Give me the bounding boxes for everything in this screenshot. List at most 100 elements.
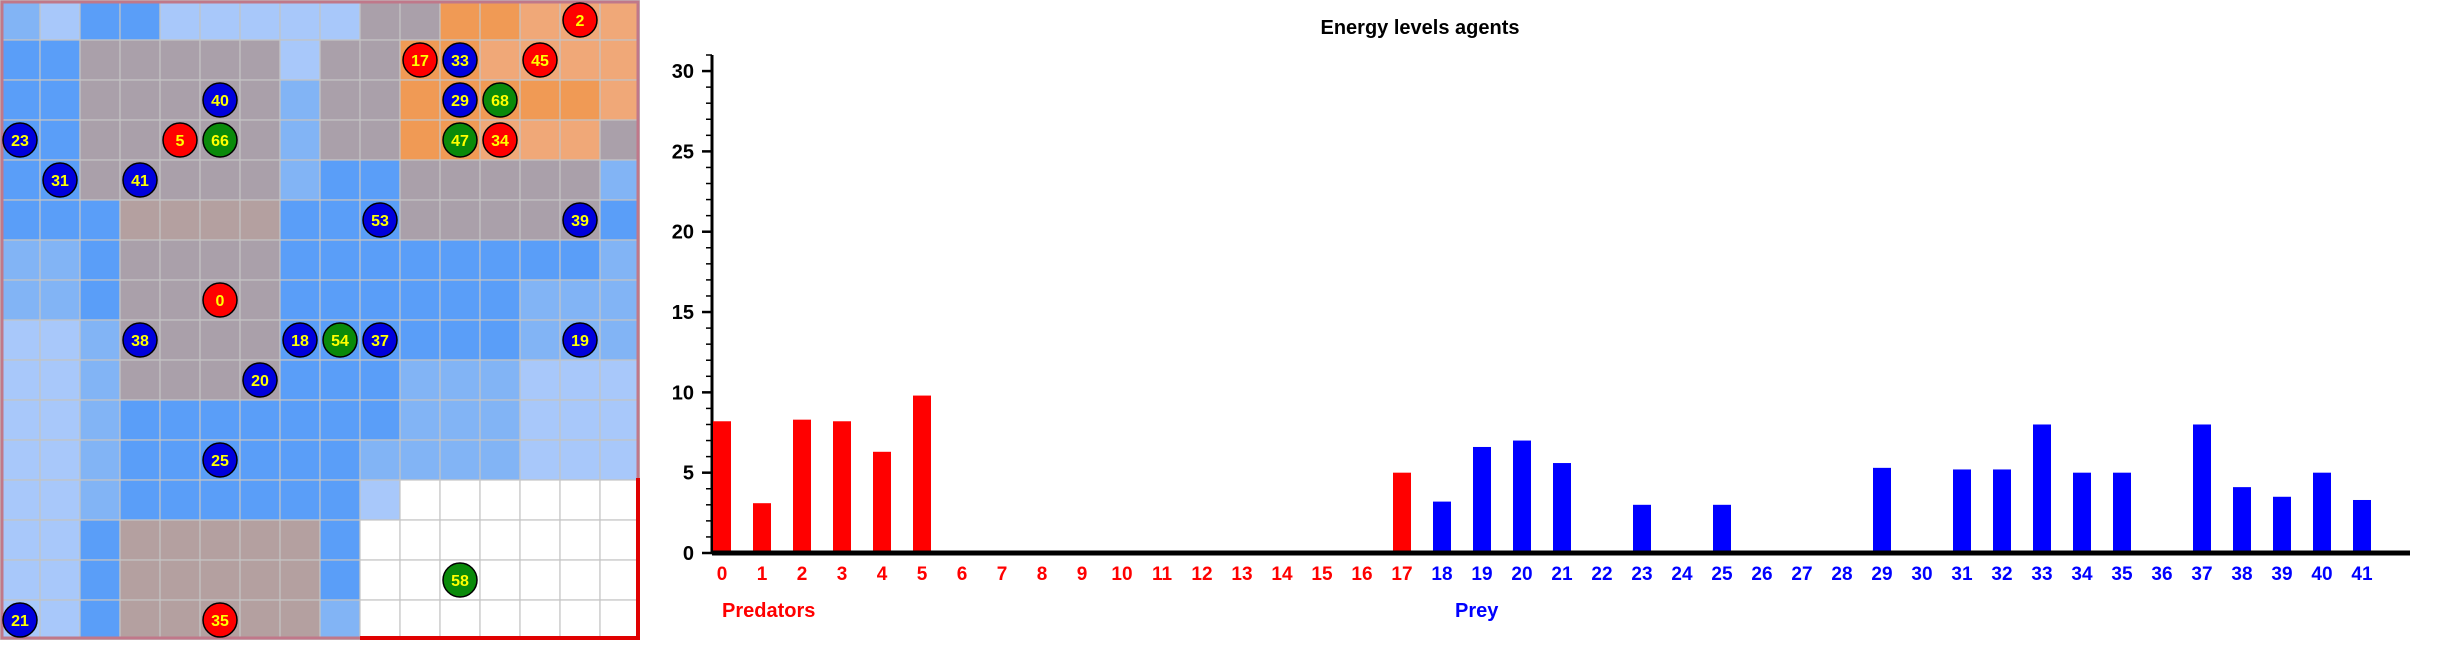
grid-cell [159, 159, 201, 201]
agent-marker [162, 122, 198, 158]
grid-cell [199, 359, 241, 401]
energy-bar [913, 395, 931, 553]
grid-cell [0, 159, 41, 201]
grid-cell [599, 279, 641, 321]
grid-cell [159, 479, 201, 521]
agent-marker [482, 82, 518, 118]
grid-cell [479, 439, 521, 481]
grid-cell [399, 479, 441, 521]
agent-id-label: 41 [131, 173, 149, 190]
grid-cell [559, 399, 601, 441]
grid-cell [399, 599, 441, 641]
grid-cell [0, 439, 41, 481]
grid-cell [559, 159, 601, 201]
grid-cell [39, 319, 81, 361]
grid-cell [79, 239, 121, 281]
agent-id-label: 34 [491, 133, 509, 150]
grid-cell [359, 279, 401, 321]
grid-cell [359, 479, 401, 521]
agent-id-label: 33 [451, 53, 469, 70]
grid-cell [479, 0, 521, 41]
predator-agent: 35 [202, 602, 238, 638]
grid-cell [0, 239, 41, 281]
grid-cell [159, 319, 201, 361]
grid-cell [39, 599, 81, 641]
grid-cell [279, 519, 321, 561]
agent-marker [442, 122, 478, 158]
grid-cell [399, 119, 441, 161]
grid-cell [159, 279, 201, 321]
grid-cell [159, 0, 201, 41]
predators-group-label: Predators [722, 600, 815, 622]
grid-cell [279, 159, 321, 201]
agent-marker [282, 322, 318, 358]
agent-marker [402, 42, 438, 78]
x-tick-label: 38 [2231, 564, 2252, 585]
agent-id-label: 23 [11, 133, 29, 150]
grid-cell [119, 399, 161, 441]
grid-cell [319, 359, 361, 401]
grid-cell [359, 119, 401, 161]
grid-cell [439, 599, 481, 641]
prey-agent: 41 [122, 162, 158, 198]
grid-cell [519, 199, 561, 241]
x-tick-label: 24 [1671, 564, 1693, 585]
energy-bar [1473, 446, 1491, 553]
grid-cell [159, 79, 201, 121]
grid-cell [359, 39, 401, 81]
grid-cell [359, 599, 401, 641]
agent-marker [122, 322, 158, 358]
grid-cell [479, 599, 521, 641]
grid-cell [519, 519, 561, 561]
grid-cell [199, 519, 241, 561]
grid-cell [239, 199, 281, 241]
grid-cell [119, 359, 161, 401]
grid-cell [199, 239, 241, 281]
energy-bar [1433, 501, 1451, 553]
x-tick-label: 4 [877, 564, 888, 585]
grid-cell [559, 519, 601, 561]
grid-cell [599, 399, 641, 441]
grid-cell [0, 479, 41, 521]
grid-cell [39, 279, 81, 321]
grid-cell [479, 519, 521, 561]
grid-cell [399, 199, 441, 241]
x-tick-label: 33 [2031, 564, 2052, 585]
grid-cell [79, 279, 121, 321]
grid-cell [279, 239, 321, 281]
grid-cell [119, 519, 161, 561]
grid-cell [599, 319, 641, 361]
plant-agent: 68 [482, 82, 518, 118]
grid-cell [559, 239, 601, 281]
grid-cell [199, 559, 241, 601]
agent-id-label: 53 [371, 213, 389, 230]
grid-cell [119, 479, 161, 521]
grid-cell [239, 599, 281, 641]
grid-cell [359, 159, 401, 201]
agent-id-label: 0 [216, 293, 225, 310]
prey-group-label: Prey [1455, 600, 1499, 622]
grid-cell [279, 0, 321, 41]
prey-agent: 18 [282, 322, 318, 358]
grid-cell [599, 479, 641, 521]
agent-marker [122, 162, 158, 198]
grid-cell [239, 79, 281, 121]
grid-cell [119, 199, 161, 241]
x-tick-label: 11 [1152, 564, 1173, 585]
grid-cell [559, 79, 601, 121]
grid-cell [599, 599, 641, 641]
x-tick-label: 32 [1991, 564, 2012, 585]
grid-cell [559, 439, 601, 481]
grid-border [0, 0, 640, 640]
grid-cell [479, 39, 521, 81]
grid-cell [399, 0, 441, 41]
x-tick-label: 18 [1431, 564, 1452, 585]
grid-cell [239, 399, 281, 441]
y-tick-label: 30 [672, 61, 694, 83]
agent-id-label: 17 [411, 53, 429, 70]
grid-cell [319, 39, 361, 81]
agent-id-label: 31 [51, 173, 69, 190]
x-tick-label: 30 [1911, 564, 1932, 585]
grid-cell [399, 279, 441, 321]
grid-cell [239, 119, 281, 161]
